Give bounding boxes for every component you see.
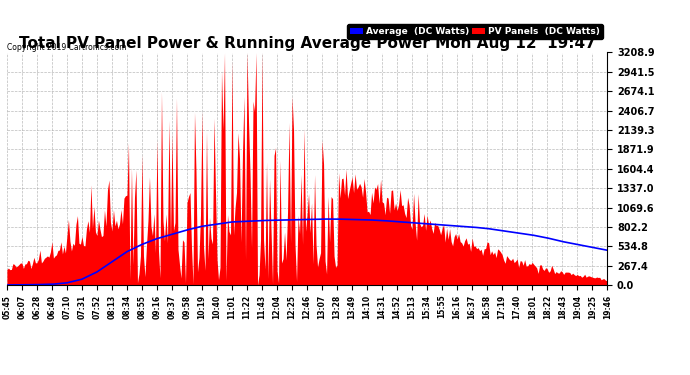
Title: Total PV Panel Power & Running Average Power Mon Aug 12  19:47: Total PV Panel Power & Running Average P…	[19, 36, 595, 51]
Text: Copyright 2019 Cartronics.com: Copyright 2019 Cartronics.com	[7, 43, 126, 52]
Legend: Average  (DC Watts), PV Panels  (DC Watts): Average (DC Watts), PV Panels (DC Watts)	[347, 24, 602, 39]
